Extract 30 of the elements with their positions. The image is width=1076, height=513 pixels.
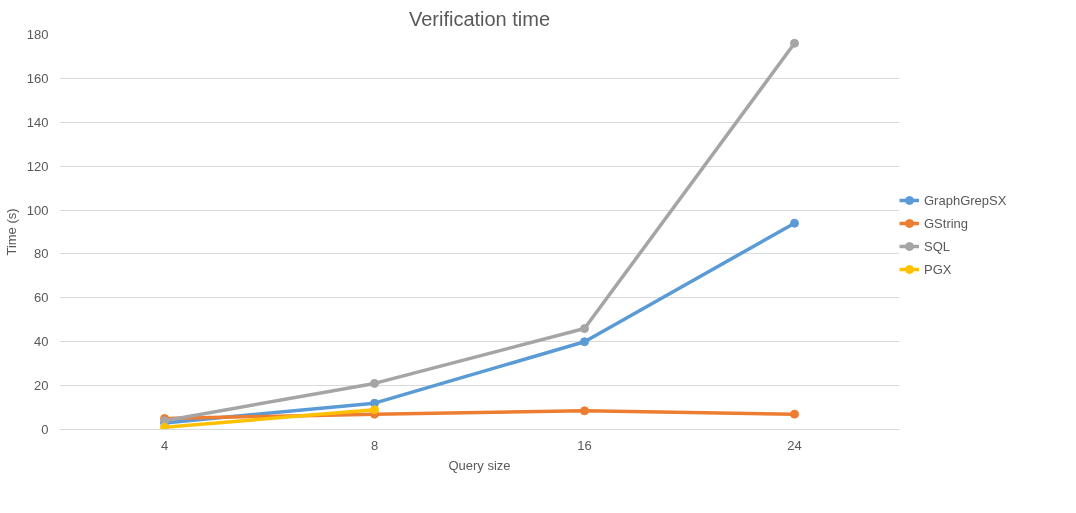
y-tick-label: 80	[34, 246, 49, 262]
y-tick-label: 140	[26, 114, 49, 130]
point	[790, 218, 799, 228]
y-tick-label: 100	[26, 202, 49, 218]
x-tick-label: 24	[787, 437, 802, 453]
y-tick-label: 120	[26, 158, 49, 174]
y-tick-label: 160	[26, 70, 49, 86]
legend-label: GString	[924, 215, 969, 231]
point	[580, 406, 589, 416]
x-tick-label: 4	[160, 437, 169, 453]
legend-label: PGX	[924, 261, 952, 277]
point	[370, 405, 379, 415]
legend-label: SQL	[924, 238, 951, 254]
x-axis-title: Query size	[448, 457, 511, 473]
x-tick-label: 8	[370, 437, 379, 453]
y-axis-title: Time (s)	[3, 208, 19, 256]
y-tick-label: 180	[26, 27, 49, 42]
point	[790, 409, 799, 419]
y-tick-label: 60	[34, 290, 49, 306]
legend-label: GraphGrepSX	[924, 192, 1007, 208]
chart-title: Verification time	[408, 7, 551, 30]
point	[370, 378, 379, 388]
y-tick-label: 40	[34, 334, 49, 350]
point	[160, 422, 169, 430]
point	[580, 337, 589, 347]
y-tick-label: 20	[34, 378, 49, 394]
x-tick-label: 16	[577, 437, 592, 453]
y-tick-label: 0	[41, 422, 49, 437]
point	[790, 38, 799, 48]
point	[580, 324, 589, 334]
